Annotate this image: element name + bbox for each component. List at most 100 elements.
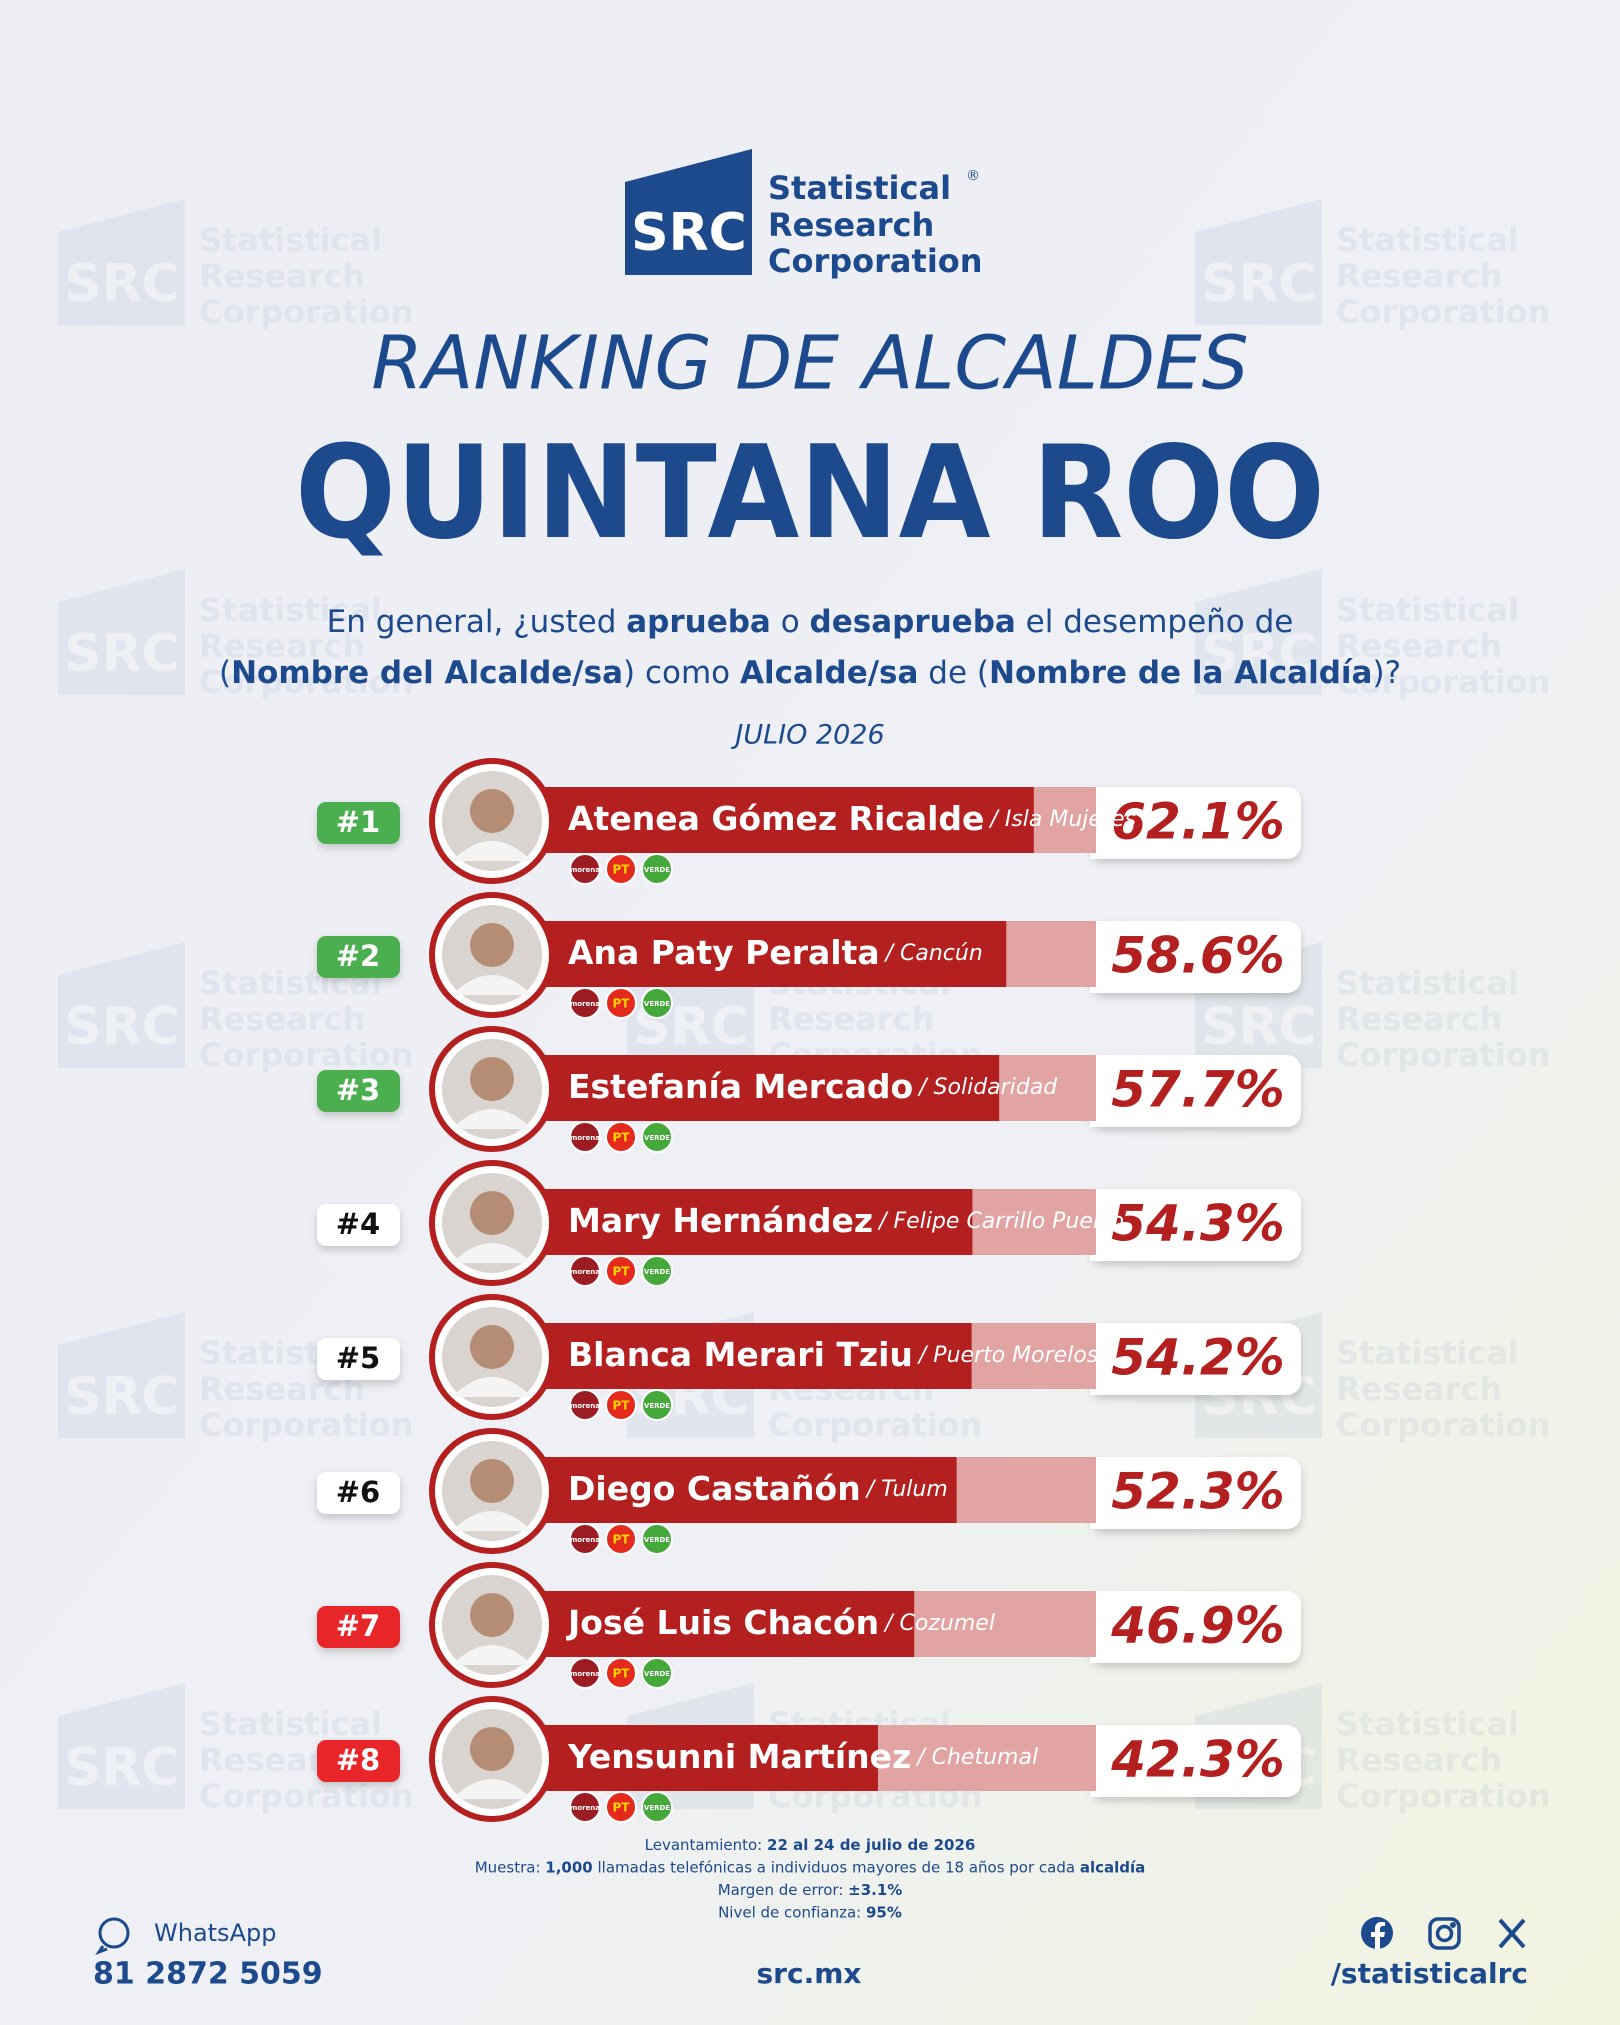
row-label: Blanca Merari Tziu / Puerto Morelos (568, 1335, 1098, 1374)
watermark-mark-text: SRC (64, 997, 180, 1057)
row-label: Ana Paty Peralta / Cancún (568, 933, 983, 972)
watermark-line: Corporation (768, 1406, 983, 1444)
party-label: morena (570, 1670, 600, 1678)
instagram-icon[interactable] (1428, 1917, 1461, 1950)
photo-head (470, 1459, 514, 1503)
bar (545, 1457, 957, 1523)
watermark-line: Statistical (1336, 591, 1519, 629)
rank-badge (317, 802, 400, 844)
party-label: morena (570, 1804, 600, 1812)
party-icon (569, 1121, 601, 1153)
party-label: VERDE (644, 866, 670, 874)
municipality: / Chetumal (915, 1745, 1038, 1770)
watermark-line: Corporation (1336, 1406, 1551, 1444)
whatsapp-label: WhatsApp (154, 1919, 276, 1947)
party-label: PT (613, 1667, 631, 1681)
text-segment: ±3.1% (848, 1881, 902, 1899)
row-label: Atenea Gómez Ricalde / Isla Mujeres (568, 799, 1136, 838)
watermark-line: Research (199, 627, 365, 665)
text-line: Muestra: 1,000 llamadas telefónicas a in… (475, 1858, 1146, 1876)
watermark-mark-text: SRC (1201, 254, 1317, 314)
rank-label: #2 (336, 939, 380, 973)
party-label: PT (613, 1533, 631, 1547)
party-icon (569, 1389, 601, 1421)
value-label: 54.3% (1111, 1195, 1284, 1253)
watermark-mark-text: SRC (1201, 997, 1317, 1057)
watermark-line: Statistical (199, 591, 382, 629)
party-label: PT (613, 863, 631, 877)
watermark-line: Corporation (1336, 1036, 1551, 1074)
party-label: PT (613, 1265, 631, 1279)
party-icon (641, 1523, 673, 1555)
value-box (1090, 1725, 1301, 1797)
party-label: morena (570, 1402, 600, 1410)
photo-body (452, 1511, 532, 1531)
text-segment: Nivel de confianza: (718, 1903, 866, 1921)
party-icon (605, 1523, 637, 1555)
watermark-mark (58, 569, 185, 695)
text-segment: 95% (866, 1903, 902, 1921)
phone: 81 2872 5059 (93, 1957, 323, 1992)
photo-head (470, 1593, 514, 1637)
photo-head (470, 923, 514, 967)
watermark-line: Corporation (1336, 1777, 1551, 1815)
bar (545, 921, 1007, 987)
logo: SRC Statistical ® Research Corporation (625, 149, 983, 280)
logo-mark-shape (625, 149, 752, 275)
party-label: PT (613, 1131, 631, 1145)
rank-badge (317, 1204, 400, 1246)
watermark-line: Statistical (199, 221, 382, 259)
x-icon[interactable] (1498, 1918, 1526, 1949)
candidate-name: Atenea Gómez Ricalde (568, 799, 984, 838)
photo-body (452, 1109, 532, 1129)
watermark-mark (58, 1312, 185, 1438)
municipality: / Solidaridad (917, 1075, 1058, 1100)
photo-body (452, 841, 532, 861)
text-segment: aprueba (626, 604, 771, 640)
rank-badge (317, 1070, 400, 1112)
watermark-mark (58, 1683, 185, 1809)
rank-label: #4 (336, 1207, 380, 1241)
photo-head (470, 789, 514, 833)
party-icon (605, 1791, 637, 1823)
bar (545, 1591, 915, 1657)
row-label: Mary Hernández / Felipe Carrillo Puerto (568, 1201, 1124, 1240)
text-segment: Nombre de la Alcaldía (989, 655, 1372, 691)
party-icon (605, 1657, 637, 1689)
bar (545, 787, 1034, 853)
facebook-icon[interactable] (1361, 1917, 1393, 1949)
party-label: VERDE (644, 1804, 670, 1812)
bar (545, 1725, 878, 1791)
party-icon (605, 853, 637, 885)
value-label: 46.9% (1110, 1597, 1284, 1655)
party-icon (641, 1657, 673, 1689)
watermark-line: Statistical (1336, 1334, 1519, 1372)
watermark-mark (1195, 569, 1322, 695)
party-icon (569, 987, 601, 1019)
row-label: José Luis Chacón / Cozumel (566, 1603, 995, 1642)
watermark-mark-text: SRC (64, 254, 180, 314)
footer: WhatsApp 81 2872 5059 src.mx /statistica… (93, 1917, 1528, 1992)
candidate-name: Mary Hernández (568, 1201, 873, 1240)
party-label: VERDE (644, 1402, 670, 1410)
watermark-line: Research (1336, 1000, 1502, 1038)
value-box (1090, 787, 1301, 859)
watermark-line: Research (1336, 627, 1502, 665)
text-segment: alcaldía (1080, 1858, 1145, 1876)
watermark-line: Research (1336, 1741, 1502, 1779)
value-box (1090, 1323, 1301, 1395)
party-icon (641, 1121, 673, 1153)
logo-mark: SRC (631, 203, 747, 263)
party-label: morena (570, 1134, 600, 1142)
whatsapp-icon (95, 1917, 130, 1956)
party-icon (641, 987, 673, 1019)
value-label: 62.1% (1111, 793, 1284, 851)
photo-head (470, 1325, 514, 1369)
party-icon (569, 1523, 601, 1555)
watermark-line: Research (1336, 257, 1502, 295)
party-icon (569, 1657, 601, 1689)
watermark-line: Research (768, 1000, 934, 1038)
